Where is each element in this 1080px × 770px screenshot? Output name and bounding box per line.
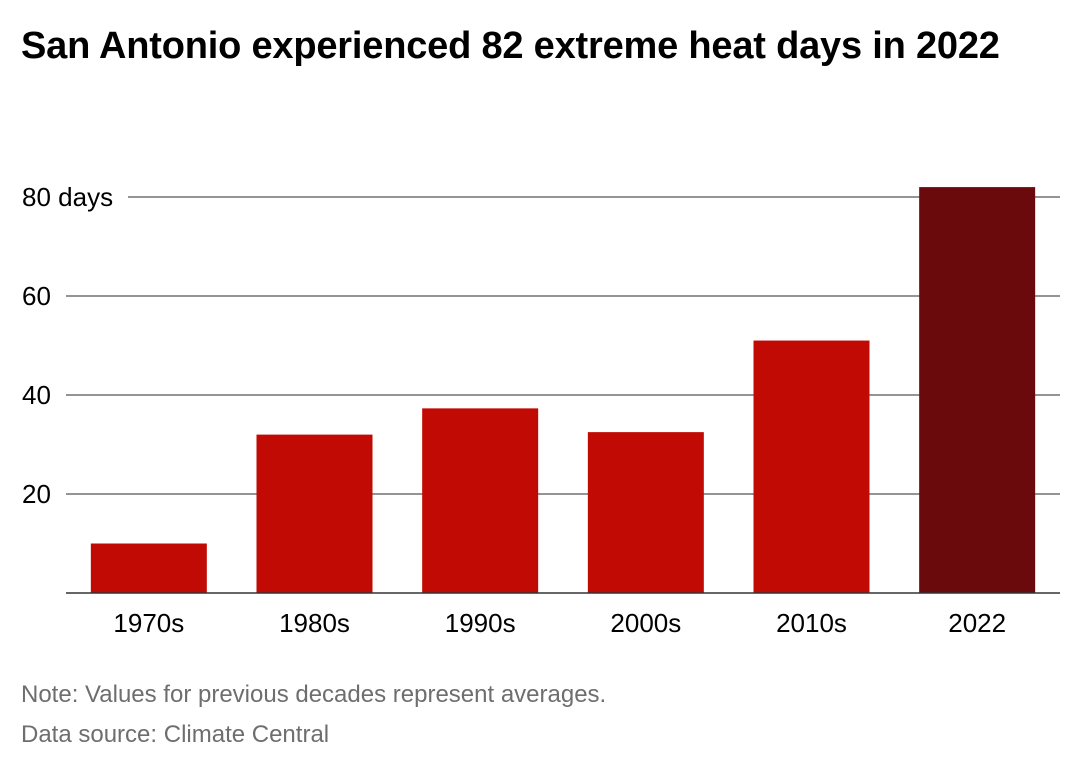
x-tick-label: 1970s [113, 608, 184, 638]
x-axis-labels: 1970s 1980s 1990s 2000s 2010s 2022 [113, 608, 1006, 638]
x-tick-label: 2022 [948, 608, 1006, 638]
bar-2000s [587, 432, 704, 593]
footnote: Note: Values for previous decades repres… [21, 681, 607, 708]
bar-1980s [256, 434, 373, 593]
data-source: Data source: Climate Central [21, 721, 330, 748]
y-tick-label: 40 [22, 380, 51, 410]
x-tick-label: 1990s [445, 608, 516, 638]
chart-title: San Antonio experienced 82 extreme heat … [21, 25, 1000, 67]
y-tick-label: 80 days [22, 182, 113, 212]
bar-1990s [422, 408, 539, 593]
y-tick-label: 60 [22, 281, 51, 311]
bar-1970s [90, 543, 207, 593]
x-tick-label: 2010s [776, 608, 847, 638]
bar-2010s [753, 340, 870, 593]
y-tick-label: 20 [22, 479, 51, 509]
x-tick-label: 1980s [279, 608, 350, 638]
bar-2022 [919, 187, 1036, 593]
y-axis-labels: 20 40 60 80 days [22, 182, 113, 509]
x-tick-label: 2000s [610, 608, 681, 638]
bars [90, 187, 1036, 593]
gridlines [66, 196, 1060, 495]
